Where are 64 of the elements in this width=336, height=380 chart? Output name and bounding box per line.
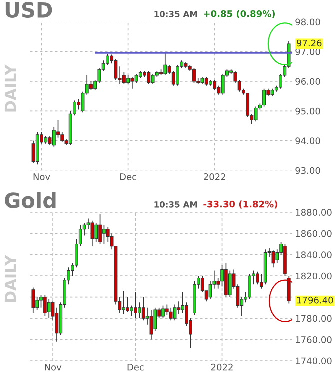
- candlestick: [272, 250, 276, 268]
- candlestick: [130, 76, 134, 90]
- candlestick: [213, 80, 217, 91]
- candlestick: [134, 292, 138, 319]
- candlestick: [246, 92, 250, 118]
- candlestick: [47, 299, 51, 319]
- candlestick: [162, 305, 165, 319]
- candlestick: [262, 88, 266, 108]
- candlestick: [138, 302, 142, 319]
- chart-title: USD: [6, 2, 52, 18]
- text: -33.30 (1.82%): [204, 200, 278, 209]
- candlestick: [248, 274, 252, 300]
- candlestick: [60, 132, 64, 143]
- y-tick-label: 1860.00: [296, 230, 332, 238]
- candlestick: [32, 287, 36, 314]
- candlestick: [122, 72, 126, 85]
- y-tick-label: 93.00: [296, 167, 320, 174]
- y-tick-label: 1780.00: [296, 315, 332, 322]
- text: 97.26: [297, 40, 322, 47]
- y-tick-label: 1840.00: [296, 252, 332, 258]
- text: 1796.40: [297, 296, 334, 304]
- candlestick: [221, 74, 225, 96]
- text: 10:35 AM: [154, 202, 198, 208]
- candlestick: [114, 58, 118, 80]
- candlestick: [130, 305, 134, 317]
- y-tick-label: 94.00: [296, 138, 320, 144]
- y-tick-label: 95.00: [296, 108, 320, 115]
- candlestick: [164, 52, 168, 76]
- x-tick-label: 2022: [204, 174, 226, 180]
- chart-title: Gold: [5, 192, 56, 208]
- candlestick: [147, 70, 151, 85]
- candlestick: [102, 224, 106, 245]
- candlestick: [254, 106, 258, 122]
- candlestick: [44, 294, 47, 317]
- candlestick: [169, 308, 173, 322]
- x-tick-label: Nov: [34, 174, 50, 180]
- candlestick: [173, 304, 177, 322]
- candlestick: [106, 54, 110, 66]
- x-tick-label: Dec: [120, 174, 136, 180]
- x-tick-label: Dec: [128, 364, 144, 371]
- x-tick-label: Nov: [45, 364, 62, 371]
- candlestick: [52, 127, 56, 148]
- candlestick: [177, 301, 181, 315]
- candlestick: [94, 222, 98, 243]
- candlestick: [122, 290, 126, 315]
- candlestick: [150, 310, 154, 340]
- candlestick: [90, 220, 94, 247]
- y-tick-label: 1760.00: [296, 336, 332, 344]
- candlestick: [256, 271, 260, 286]
- y-tick-label: 1820.00: [296, 272, 332, 280]
- candlestick: [176, 64, 180, 86]
- text: 10:35 AM: [154, 11, 198, 18]
- candlestick: [228, 270, 232, 298]
- y-tick-label: 1880.00: [296, 209, 332, 216]
- x-tick-label: 2022: [211, 364, 233, 371]
- y-tick-label: 1740.00: [296, 358, 332, 365]
- candlestick: [98, 214, 102, 245]
- candlestick: [142, 296, 146, 322]
- text: +0.85 (0.89%): [204, 10, 275, 18]
- candlestick: [172, 70, 176, 86]
- candlestick: [192, 68, 196, 84]
- candlestick: [151, 74, 155, 85]
- y-tick-label: 98.00: [296, 18, 320, 26]
- y-tick-label: 96.00: [296, 78, 320, 86]
